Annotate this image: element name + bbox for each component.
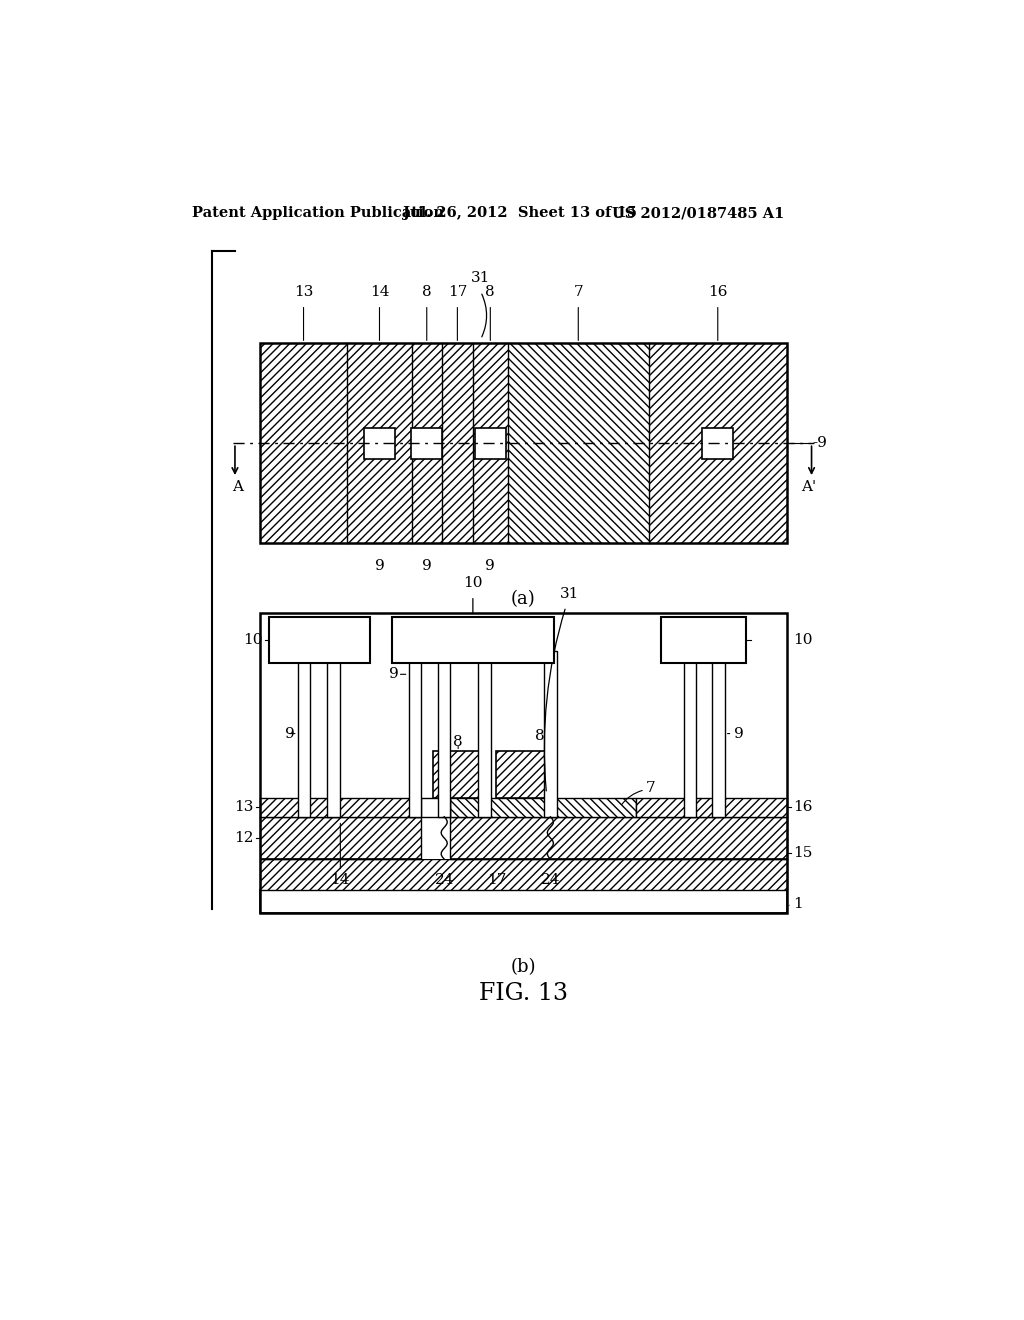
Bar	[260, 817, 786, 859]
Text: A: A	[232, 480, 244, 494]
Text: 9: 9	[285, 726, 295, 741]
Text: (a): (a)	[511, 590, 536, 607]
Text: 9: 9	[375, 558, 384, 573]
Bar	[409, 651, 421, 817]
Text: 13: 13	[294, 285, 313, 298]
Bar	[496, 751, 550, 797]
Bar	[544, 651, 557, 817]
Text: 24: 24	[434, 873, 454, 887]
Bar	[260, 612, 786, 913]
Text: 9: 9	[485, 558, 496, 573]
Bar	[478, 651, 490, 817]
Text: 9: 9	[389, 668, 399, 681]
Bar	[260, 343, 786, 544]
Bar	[260, 797, 421, 817]
Text: 17: 17	[487, 873, 507, 887]
Text: US 2012/0187485 A1: US 2012/0187485 A1	[612, 206, 784, 220]
Text: -9: -9	[812, 437, 827, 450]
Bar	[684, 651, 696, 817]
Text: Patent Application Publication: Patent Application Publication	[191, 206, 443, 220]
Bar	[450, 797, 636, 817]
Bar	[475, 428, 506, 459]
Text: 31: 31	[560, 587, 580, 601]
Text: 9: 9	[422, 558, 432, 573]
Bar	[442, 343, 473, 544]
Text: (b): (b)	[511, 958, 536, 975]
Bar	[432, 751, 484, 797]
Text: 14: 14	[370, 285, 389, 298]
Bar	[438, 651, 451, 817]
Bar	[450, 817, 786, 859]
Text: 8: 8	[535, 729, 545, 743]
Bar	[260, 343, 786, 544]
Bar	[260, 817, 421, 859]
Text: 14: 14	[331, 873, 350, 887]
Text: 17: 17	[447, 285, 467, 298]
Text: 1: 1	[793, 896, 803, 911]
Bar	[328, 651, 340, 817]
Bar	[421, 797, 450, 817]
Bar	[364, 428, 395, 459]
Bar	[713, 651, 725, 817]
Text: 8: 8	[485, 285, 496, 298]
Text: 10: 10	[793, 632, 812, 647]
Text: 15: 15	[793, 846, 812, 859]
Bar	[347, 343, 412, 544]
Bar	[662, 616, 746, 663]
Bar	[473, 343, 508, 544]
Bar	[269, 616, 370, 663]
Text: 8: 8	[422, 285, 431, 298]
Bar	[260, 890, 786, 913]
Bar	[412, 343, 442, 544]
Text: Jul. 26, 2012  Sheet 13 of 15: Jul. 26, 2012 Sheet 13 of 15	[403, 206, 637, 220]
Text: 10: 10	[244, 632, 263, 647]
Text: 12: 12	[234, 830, 254, 845]
Bar	[298, 651, 310, 817]
Bar	[260, 343, 347, 544]
Bar	[412, 428, 442, 459]
Bar	[508, 343, 649, 544]
Text: 31: 31	[471, 272, 490, 285]
Text: 16: 16	[793, 800, 812, 813]
Text: 24: 24	[541, 873, 560, 887]
Text: FIG. 13: FIG. 13	[479, 982, 567, 1006]
Text: 9: 9	[734, 726, 743, 741]
Text: 7: 7	[573, 285, 583, 298]
Text: 13: 13	[234, 800, 254, 813]
Bar	[636, 797, 786, 817]
Text: 10: 10	[463, 576, 482, 590]
Text: 8: 8	[454, 735, 463, 748]
Text: 16: 16	[708, 285, 727, 298]
Bar	[260, 859, 786, 890]
Bar	[702, 428, 733, 459]
Text: 7: 7	[646, 781, 655, 795]
Bar	[391, 616, 554, 663]
Bar	[649, 343, 786, 544]
Text: A': A'	[801, 480, 816, 494]
